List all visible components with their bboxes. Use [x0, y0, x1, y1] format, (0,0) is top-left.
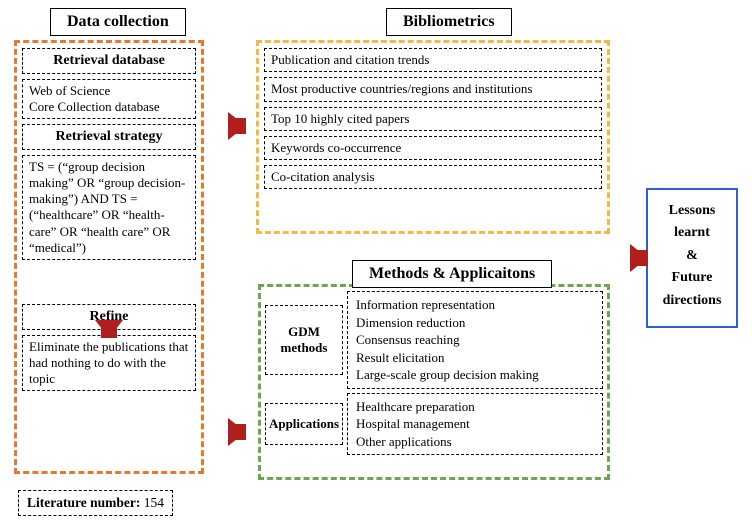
applications-label: Applications: [265, 403, 343, 445]
retrieval-strategy-header: Retrieval strategy: [22, 124, 196, 150]
retrieval-db-header: Retrieval database: [22, 48, 196, 74]
retrieval-db-body: Web of Science Core Collection database: [22, 79, 196, 120]
data-collection-container: Retrieval database Web of Science Core C…: [14, 40, 204, 474]
refine-body: Eliminate the publications that had noth…: [22, 335, 196, 392]
gdm-methods-label: GDM methods: [265, 305, 343, 375]
literature-number: Literature number: 154: [18, 490, 173, 516]
biblio-item-2: Top 10 highly cited papers: [264, 107, 602, 131]
bibliometrics-container: Publication and citation trends Most pro…: [256, 40, 610, 234]
biblio-item-3: Keywords co-occurrence: [264, 136, 602, 160]
arrow-icon: [228, 112, 246, 140]
gdm-methods-items: Information representation Dimension red…: [347, 291, 603, 389]
applications-row: Applications Healthcare preparation Hosp…: [265, 393, 603, 456]
applications-items: Healthcare preparation Hospital manageme…: [347, 393, 603, 456]
retrieval-strategy-body: TS = (“group decision making” OR “group …: [22, 155, 196, 261]
header-methods-apps: Methods & Applicaitons: [352, 260, 552, 288]
header-bibliometrics: Bibliometrics: [386, 8, 512, 36]
arrow-icon: [228, 418, 246, 446]
lit-value: 154: [144, 495, 164, 510]
biblio-item-4: Co-citation analysis: [264, 165, 602, 189]
biblio-item-0: Publication and citation trends: [264, 48, 602, 72]
lit-label: Literature number:: [27, 495, 140, 510]
arrow-icon: [630, 244, 648, 272]
biblio-item-1: Most productive countries/regions and in…: [264, 77, 602, 101]
header-data-collection: Data collection: [50, 8, 186, 36]
arrow-icon: [95, 320, 123, 338]
final-lessons-box: Lessons learnt & Future directions: [646, 188, 738, 328]
gdm-methods-row: GDM methods Information representation D…: [265, 291, 603, 389]
methods-apps-container: GDM methods Information representation D…: [258, 284, 610, 480]
